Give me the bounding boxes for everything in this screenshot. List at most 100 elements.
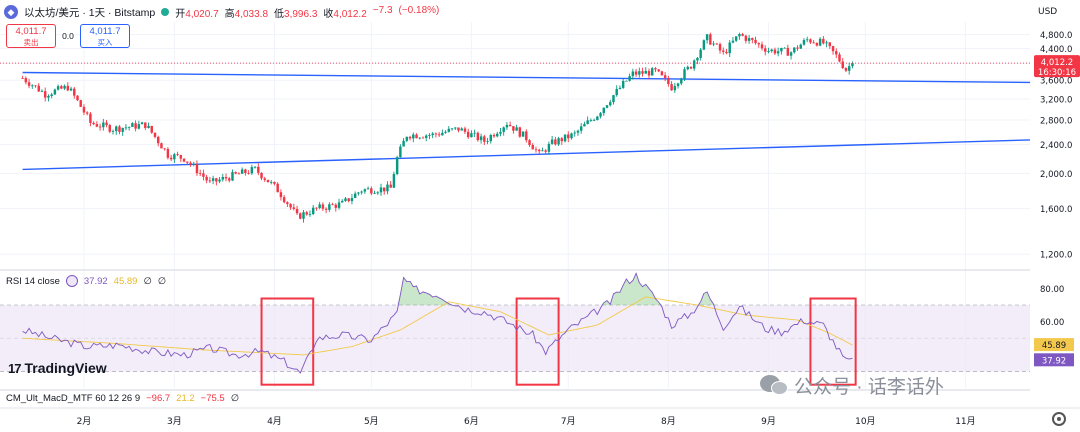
candle — [802, 38, 806, 46]
tradingview-logo-text: TradingView — [24, 360, 107, 376]
candle — [111, 129, 115, 135]
candle — [596, 115, 599, 121]
candle — [266, 179, 270, 183]
candle — [124, 124, 128, 131]
candle — [408, 135, 412, 141]
candle — [609, 99, 612, 107]
candle — [98, 123, 102, 131]
time-axis[interactable]: 2月 3月 4月 5月 6月 7月 8月 9月 10月 11月 — [0, 407, 1080, 427]
candle — [718, 42, 722, 54]
tradingview-logo[interactable]: 17 TradingView — [8, 360, 107, 376]
rsi-axis[interactable]: 80.00 60.00 — [1040, 285, 1064, 328]
candle — [496, 131, 499, 138]
candle — [638, 67, 641, 78]
candle — [121, 127, 124, 136]
candle — [741, 32, 744, 37]
symbol-title[interactable]: 以太坊/美元 · 1天 · Bitstamp — [24, 6, 156, 19]
macd-empty: ∅ — [230, 393, 239, 404]
candle — [92, 121, 95, 126]
ethereum-icon[interactable]: ◆ — [4, 5, 18, 19]
macd-value-1: −96.7 — [146, 393, 171, 404]
candle — [751, 37, 754, 44]
candle — [715, 42, 719, 45]
sell-button[interactable]: 4,011.7 卖出 — [6, 24, 56, 48]
candle — [102, 118, 105, 131]
candle — [79, 99, 82, 108]
candle — [276, 182, 279, 193]
candle — [431, 132, 434, 139]
time-tick-label: 5月 — [364, 416, 379, 427]
candle — [366, 186, 370, 190]
candle — [576, 129, 580, 136]
price-tick-label: 2,000.0 — [1040, 170, 1072, 180]
candle — [150, 125, 153, 134]
candle — [40, 89, 44, 93]
candle — [337, 198, 341, 210]
candle — [43, 87, 47, 102]
buy-button[interactable]: 4,011.7 买入 — [80, 24, 130, 48]
candle — [31, 84, 34, 89]
candle — [115, 125, 118, 135]
candle — [680, 77, 683, 86]
time-tick-label: 4月 — [267, 416, 282, 427]
candle — [334, 203, 338, 212]
candle — [379, 183, 383, 196]
candle — [127, 126, 131, 131]
candle — [550, 135, 554, 145]
candle — [60, 84, 63, 90]
candle — [318, 202, 321, 210]
candle — [56, 84, 60, 91]
candle — [218, 176, 221, 184]
rsi-empty-2: ∅ — [157, 275, 166, 287]
candle — [205, 174, 208, 184]
currency-label[interactable]: USD — [1038, 7, 1057, 17]
candle — [383, 187, 386, 195]
candle — [179, 154, 183, 163]
rsi-badge — [1034, 353, 1074, 367]
highlight-box[interactable] — [809, 297, 857, 386]
price-tick-label: 3,600.0 — [1040, 77, 1072, 87]
rsi-empty-1: ∅ — [143, 275, 152, 287]
candle — [447, 126, 451, 133]
visibility-icon[interactable] — [65, 275, 78, 287]
candle — [847, 62, 851, 75]
candle — [799, 43, 802, 49]
candle — [253, 166, 257, 169]
settings-gear-icon[interactable] — [1052, 412, 1066, 426]
candle — [654, 67, 657, 73]
buy-price: 4,011.7 — [89, 26, 121, 37]
open-value: 4,020.7 — [185, 8, 219, 20]
macd-legend[interactable]: CM_Ult_MacD_MTF 60 12 26 9 −96.7 21.2 −7… — [6, 393, 239, 404]
candle — [805, 36, 809, 43]
candle — [160, 142, 163, 149]
candle — [815, 42, 819, 47]
candle — [525, 129, 528, 143]
candle — [370, 186, 373, 196]
highlight-box[interactable] — [260, 297, 315, 386]
rsi-legend[interactable]: RSI 14 close 37.92 45.89 ∅ ∅ — [6, 275, 166, 287]
candle — [579, 123, 583, 134]
candle — [631, 68, 635, 80]
candle — [363, 188, 367, 194]
candle — [282, 195, 286, 204]
candle — [760, 41, 764, 51]
trendline-upper[interactable] — [22, 71, 1031, 84]
candle — [237, 172, 241, 175]
candle — [198, 169, 202, 177]
price-tick-label: 1,200.0 — [1040, 251, 1072, 261]
rsi-value: 37.92 — [83, 275, 108, 287]
candle — [118, 125, 121, 135]
candle — [705, 33, 709, 44]
candle — [776, 47, 780, 57]
change-percent: (−0.18%) — [398, 4, 440, 16]
candle — [466, 128, 470, 139]
candle — [208, 176, 212, 184]
highlight-box[interactable] — [515, 297, 560, 386]
rsi-band — [0, 305, 1030, 372]
candle — [512, 126, 515, 134]
low-value: 3,996.3 — [284, 8, 318, 20]
candle — [789, 51, 793, 60]
candle — [221, 173, 225, 182]
rsi-ma-badge — [1034, 338, 1074, 352]
